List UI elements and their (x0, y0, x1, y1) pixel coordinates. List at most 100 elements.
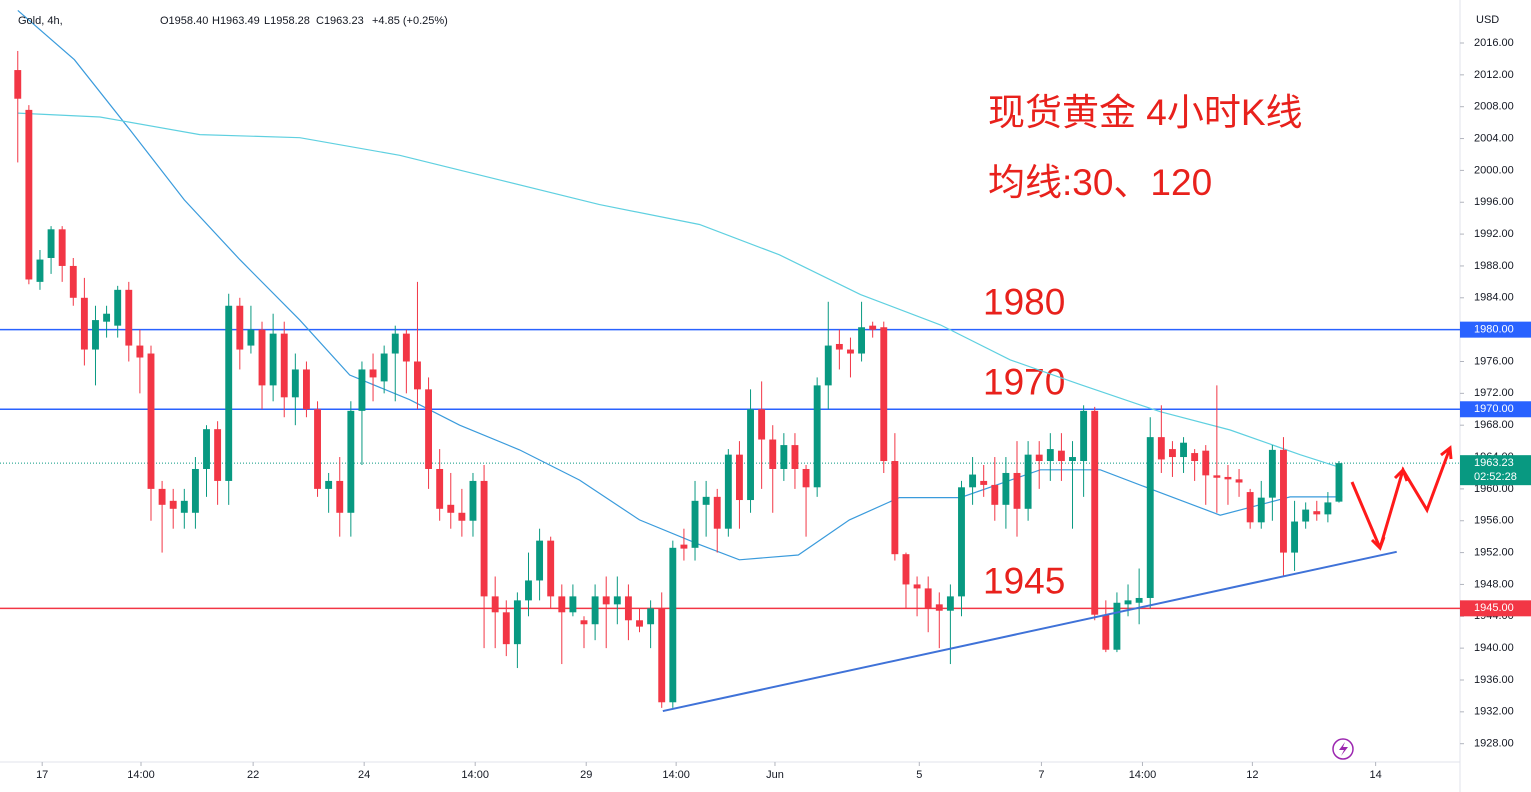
candle-body (691, 500, 699, 548)
candle-body (347, 410, 355, 513)
candle-body (1302, 509, 1310, 522)
candle-body (1257, 497, 1265, 523)
candle-body (436, 468, 444, 509)
y-tick-label: 1984.00 (1474, 292, 1514, 304)
y-tick-label: 1940.00 (1474, 642, 1514, 654)
level-badge-label: 1980.00 (1474, 324, 1514, 336)
candle-body (835, 343, 843, 350)
candle-body (236, 305, 244, 350)
level-badge-label: 1970.00 (1474, 403, 1514, 415)
candle-body (724, 454, 732, 529)
candle-body (769, 439, 777, 469)
candle-body (580, 620, 588, 625)
candle-body (558, 596, 566, 613)
candle-body (1080, 410, 1088, 462)
x-tick-label: 14:00 (461, 769, 489, 781)
candle-body (980, 480, 988, 485)
x-tick-label: 14:00 (1129, 769, 1157, 781)
x-tick-label: 14:00 (127, 769, 155, 781)
candle-body (36, 259, 44, 282)
x-tick-label: 14:00 (662, 769, 690, 781)
candle-body (225, 305, 233, 481)
candle-body (935, 604, 943, 611)
candle-body (1213, 475, 1221, 478)
level-badge (1460, 401, 1531, 418)
candle-body (547, 540, 555, 597)
candle-body (858, 327, 866, 354)
candle-body (92, 320, 99, 350)
candle-body (824, 345, 832, 386)
candle-body (1102, 614, 1110, 650)
ohlc-value: O1958.40 (160, 15, 208, 27)
alert-icon[interactable] (1332, 738, 1354, 760)
candle-body (680, 544, 688, 549)
candle-body (513, 600, 521, 645)
candle-body (447, 504, 455, 513)
moving-average (17, 112, 1343, 469)
candle-body (480, 480, 488, 597)
candle-body (103, 313, 111, 322)
candle-body (624, 596, 632, 621)
candle-body (869, 325, 877, 330)
candle-body (203, 429, 210, 469)
candle-body (502, 612, 510, 645)
x-tick-label: 5 (916, 769, 922, 781)
candle-body (636, 620, 643, 627)
candle-body (802, 468, 810, 488)
candle-body (302, 369, 310, 410)
y-tick-label: 1992.00 (1474, 228, 1514, 240)
level-note: 1970 (983, 361, 1065, 402)
y-tick-label: 2008.00 (1474, 101, 1514, 113)
candle-body (702, 496, 710, 505)
candle-body (1291, 521, 1299, 553)
candle-body (47, 229, 55, 258)
ohlc-value: +4.85 (+0.25%) (372, 15, 448, 27)
candle-body (958, 487, 965, 597)
y-tick-label: 2004.00 (1474, 132, 1514, 144)
candle-body (458, 512, 466, 521)
candle-body (369, 369, 377, 378)
candle-body (158, 488, 166, 505)
annotation-ma: 均线:30、120 (988, 162, 1212, 203)
candle-body (325, 480, 333, 489)
candle-body (425, 389, 433, 469)
y-tick-label: 1996.00 (1474, 196, 1514, 208)
alert-bolt (1339, 742, 1348, 756)
x-tick-label: 29 (580, 769, 592, 781)
y-tick-label: 1936.00 (1474, 674, 1514, 686)
candle-body (214, 429, 222, 481)
candle-body (1091, 410, 1099, 615)
plot: 1980 1970 1945 (0, 9, 1460, 713)
candle-body (969, 474, 977, 488)
candle-body (1168, 449, 1176, 458)
level-note: 1945 (983, 560, 1065, 601)
candle-body (1024, 454, 1032, 509)
currency: USD (1476, 14, 1499, 26)
candle-body (1002, 472, 1010, 505)
candle-body (1313, 511, 1321, 515)
candle-body (291, 369, 299, 398)
candle-body (147, 353, 155, 489)
x-tick-label: 14 (1369, 769, 1381, 781)
last-price-badge (1460, 455, 1531, 486)
candle-body (1180, 442, 1187, 458)
y-tick-label: 2016.00 (1474, 37, 1514, 49)
y-tick-label: 1968.00 (1474, 419, 1514, 431)
candle-body (469, 480, 477, 521)
level-note: 1980 (983, 282, 1065, 323)
ohlc-value: C1963.23 (316, 15, 364, 27)
ohlc-value: H1963.49 (212, 15, 260, 27)
candle-body (191, 468, 199, 513)
candle-body (647, 608, 655, 625)
candle-body (69, 265, 77, 298)
candle-body (758, 409, 766, 440)
level-badge (1460, 600, 1531, 617)
level-badge-label: 1945.00 (1474, 602, 1514, 614)
x-tick-label: 7 (1038, 769, 1044, 781)
candle-body (391, 333, 399, 354)
y-tick-label: 2012.00 (1474, 69, 1514, 81)
candle-body (1324, 502, 1332, 515)
x-tick-label: 22 (247, 769, 259, 781)
y-tick-label: 2000.00 (1474, 164, 1514, 176)
candle-body (1069, 457, 1076, 462)
